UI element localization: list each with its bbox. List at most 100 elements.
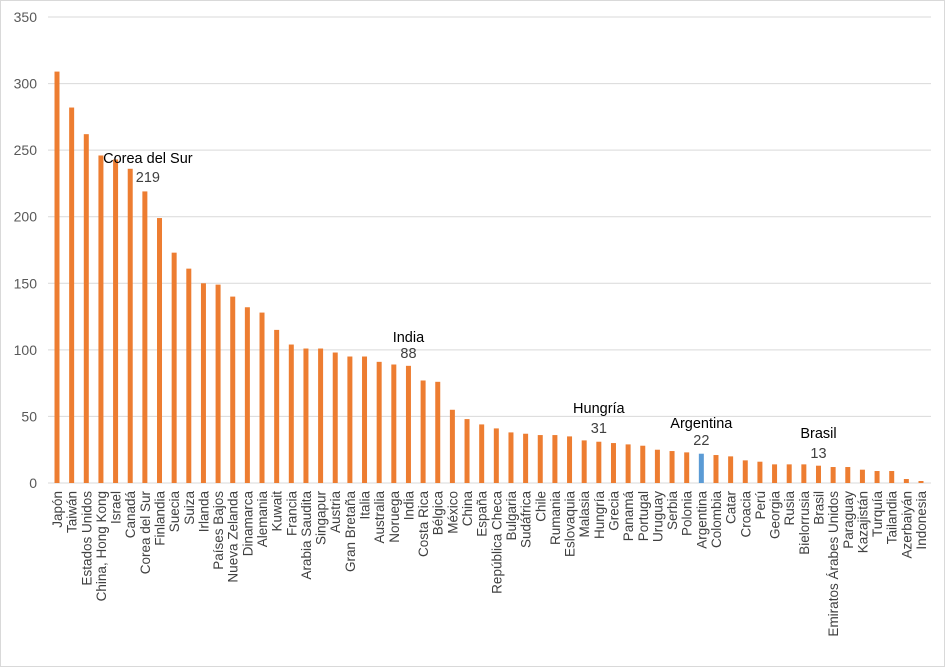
bar-india: [405, 365, 411, 483]
x-tick-label: Catar: [724, 490, 739, 524]
bar-azerbaiy-n: [903, 479, 909, 483]
bar-kazajist-n: [859, 469, 865, 483]
x-tick-label: Taiwán: [65, 491, 80, 533]
y-tick-label: 100: [14, 342, 38, 358]
bar-china-hong-kong: [98, 155, 104, 483]
x-tick-label: India: [401, 491, 416, 521]
annotation-label: Corea del Sur: [103, 151, 193, 167]
bar-brasil: [815, 465, 821, 483]
x-tick-label: Dinamarca: [240, 491, 255, 557]
y-tick-label: 300: [14, 76, 38, 92]
bar-panam-: [625, 444, 631, 483]
x-tick-label: Hungría: [592, 491, 607, 540]
x-tick-label: Bielorrusia: [797, 491, 812, 555]
annotation-label: Argentina: [670, 416, 733, 432]
bar-nueva-zelanda: [230, 296, 236, 483]
y-tick-label: 0: [29, 475, 37, 491]
bar-taiw-n: [69, 107, 75, 483]
bar-uruguay: [654, 449, 660, 483]
x-tick-label: Canadá: [123, 491, 138, 539]
x-tick-label: Francia: [284, 491, 299, 537]
bar-b-lgica: [435, 381, 441, 483]
x-tick-label: Emiratos Árabes Unidos: [826, 491, 841, 637]
y-tick-label: 200: [14, 209, 38, 225]
bar-gran-breta-a: [347, 356, 353, 483]
bar-espa-a: [479, 424, 485, 483]
x-tick-label: Portugal: [636, 491, 651, 541]
bar-arabia-saudita: [303, 348, 309, 483]
bar-sud-frica: [523, 433, 529, 483]
y-tick-label: 150: [14, 275, 38, 291]
annotation-value: 13: [810, 446, 826, 462]
x-tick-label: Georgia: [768, 491, 783, 540]
bar-per-: [757, 461, 763, 483]
bar-polonia: [684, 452, 690, 483]
bar-indonesia: [918, 481, 924, 483]
bar-finlandia: [157, 218, 163, 483]
bar-australia: [376, 361, 382, 483]
bar-israel: [113, 159, 119, 483]
bar-bulgaria: [508, 432, 514, 483]
x-tick-label: Estados Unidos: [79, 491, 94, 586]
x-tick-label: Kazajistán: [855, 491, 870, 553]
x-tick-label: Malasia: [577, 491, 592, 538]
bar-emiratos-rabes-unidos: [830, 467, 836, 483]
x-tick-label: Suecia: [167, 491, 182, 533]
bar-eslovaquia: [567, 436, 573, 483]
bar-m-xico: [449, 409, 455, 483]
x-tick-label: Finlandia: [153, 491, 168, 546]
x-tick-label: Colombia: [709, 491, 724, 549]
bar-paraguay: [845, 467, 851, 483]
bar-austria: [332, 352, 338, 483]
x-tick-label: España: [475, 491, 490, 537]
x-tick-label: Tailandia: [885, 491, 900, 545]
bar-suecia: [171, 252, 177, 483]
x-tick-label: Alemania: [255, 491, 270, 548]
bar-rep-blica-checa: [493, 428, 499, 483]
bar-portugal: [640, 445, 646, 483]
x-tick-label: Irlanda: [196, 491, 211, 533]
x-tick-label: Bulgaria: [504, 491, 519, 541]
x-tick-label: Sudáfrica: [519, 491, 534, 549]
y-tick-label: 50: [21, 408, 37, 424]
x-tick-label: Perú: [753, 491, 768, 520]
x-tick-label: Indonesia: [914, 491, 929, 550]
annotation-value: 219: [136, 170, 160, 186]
x-tick-label: Brasil: [811, 491, 826, 525]
bar-chile: [537, 435, 543, 483]
x-tick-label: Bélgica: [431, 491, 446, 536]
annotation-value: 22: [693, 433, 709, 449]
bar-bielorrusia: [801, 464, 807, 483]
y-tick-label: 250: [14, 142, 38, 158]
x-tick-label: República Checa: [489, 491, 504, 594]
annotation-value: 88: [400, 346, 416, 362]
bar-jap-n: [54, 71, 60, 484]
x-tick-label: Arabia Saudita: [299, 491, 314, 580]
x-tick-label: Noruega: [387, 491, 402, 543]
bar-irlanda: [200, 283, 206, 483]
bar-singapur: [318, 348, 324, 483]
x-tick-label: Argentina: [694, 491, 709, 549]
bar-tailandia: [889, 471, 895, 483]
x-tick-label: Austria: [328, 491, 343, 534]
bar-francia: [288, 344, 294, 483]
bar-dinamarca: [244, 307, 250, 483]
x-tick-label: Kuwait: [270, 491, 285, 532]
x-tick-label: Azerbaiyán: [899, 491, 914, 559]
bar-serbia: [669, 451, 675, 483]
annotation-value: 31: [591, 421, 607, 437]
x-tick-label: Gran Bretaña: [343, 491, 358, 573]
x-tick-label: Polonia: [680, 491, 695, 537]
x-tick-label: Uruguay: [650, 491, 665, 542]
x-tick-label: Serbia: [665, 491, 680, 531]
x-tick-label: Turquía: [870, 491, 885, 538]
x-tick-label: Grecia: [606, 491, 621, 531]
x-tick-label: China, Hong Kong: [94, 491, 109, 601]
x-tick-label: Australia: [372, 491, 387, 544]
x-tick-label: Singapur: [314, 491, 329, 546]
x-tick-label: Paraguay: [841, 491, 856, 549]
x-tick-label: Israel: [109, 491, 124, 524]
x-tick-label: Corea del Sur: [138, 490, 153, 574]
